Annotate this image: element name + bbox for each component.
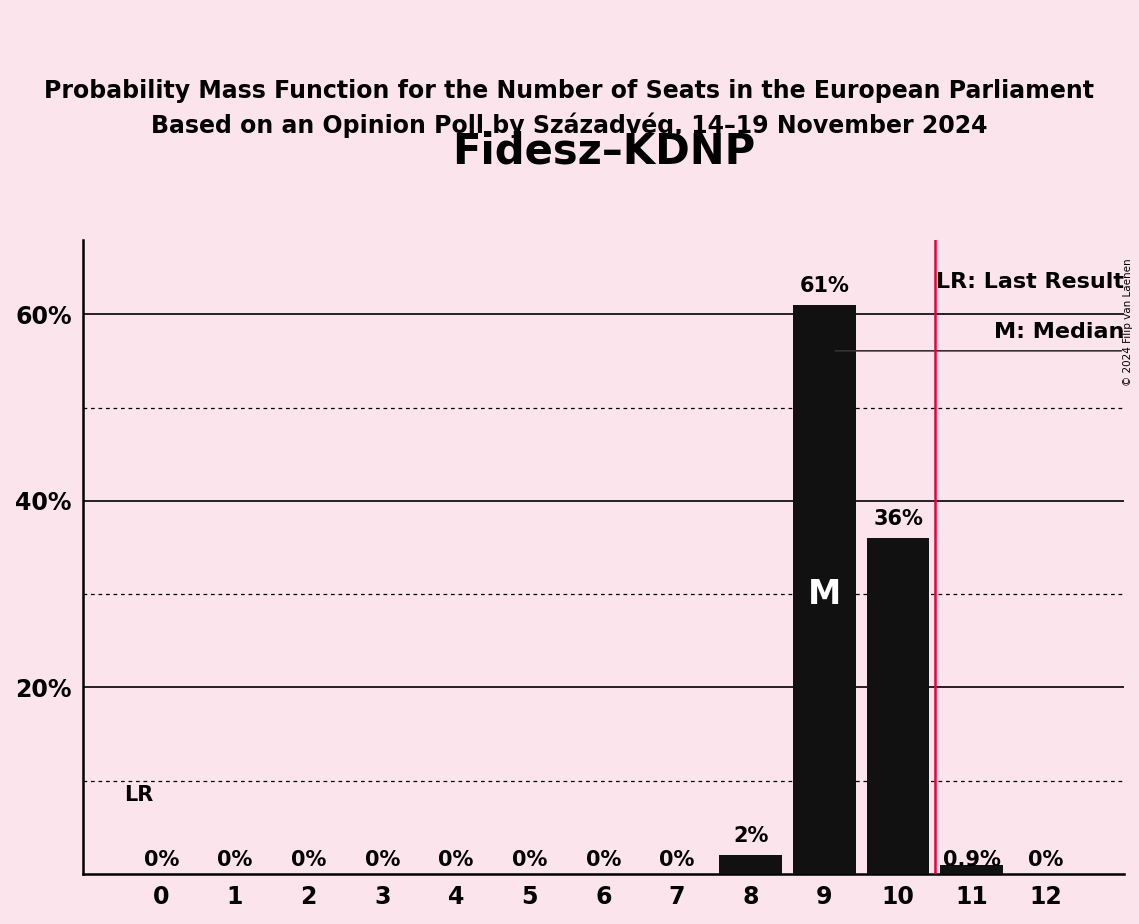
Bar — [793, 305, 855, 874]
Text: 0%: 0% — [364, 850, 400, 870]
Text: 0%: 0% — [144, 850, 179, 870]
Bar — [867, 539, 929, 874]
Text: 0%: 0% — [513, 850, 548, 870]
Text: 0.9%: 0.9% — [943, 850, 1001, 870]
Text: Probability Mass Function for the Number of Seats in the European Parliament: Probability Mass Function for the Number… — [44, 79, 1095, 103]
Text: 0%: 0% — [439, 850, 474, 870]
Bar — [720, 856, 782, 874]
Text: LR: LR — [124, 785, 154, 806]
Text: 36%: 36% — [874, 509, 923, 529]
Text: 0%: 0% — [585, 850, 621, 870]
Bar — [941, 866, 1003, 874]
Text: 0%: 0% — [1027, 850, 1063, 870]
Title: Fidesz–KDNP: Fidesz–KDNP — [452, 130, 755, 173]
Text: 0%: 0% — [218, 850, 253, 870]
Text: 2%: 2% — [734, 826, 769, 845]
Text: © 2024 Filip van Laenen: © 2024 Filip van Laenen — [1123, 259, 1133, 386]
Text: M: M — [808, 578, 841, 611]
Text: 61%: 61% — [800, 276, 850, 296]
Text: Based on an Opinion Poll by Századvég, 14–19 November 2024: Based on an Opinion Poll by Századvég, 1… — [151, 113, 988, 139]
Text: 0%: 0% — [292, 850, 327, 870]
Text: LR: Last Result: LR: Last Result — [936, 272, 1124, 292]
Text: M: Median: M: Median — [993, 322, 1124, 342]
Text: 0%: 0% — [659, 850, 695, 870]
